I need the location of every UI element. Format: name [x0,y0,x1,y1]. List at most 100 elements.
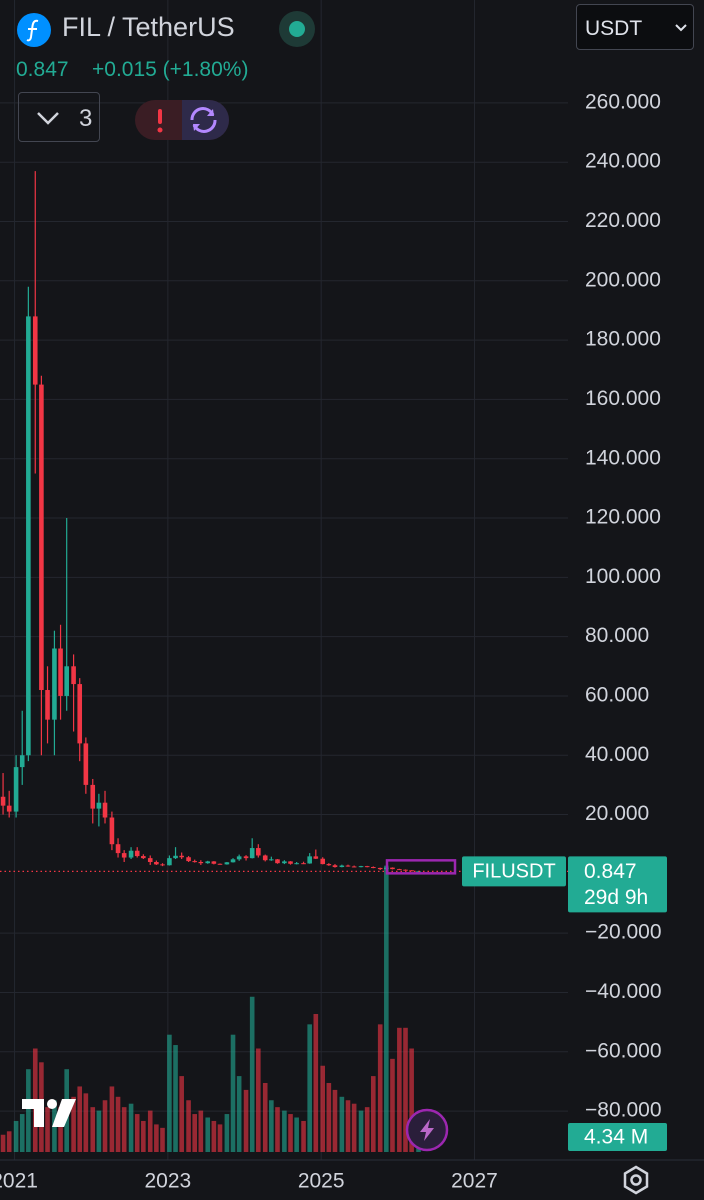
volume-bar [186,1100,191,1152]
candle-body [249,848,255,859]
y-tick-label: 60.000 [585,683,649,706]
candle-body [262,855,268,861]
volume-bar [115,1096,121,1152]
x-tick-label: 2021 [0,1170,38,1193]
candle-body [307,856,312,864]
volume-label-bg [568,1123,667,1152]
candle-body [345,865,351,867]
volume-bar [6,1131,12,1152]
price-axis-bg [568,0,704,1160]
volume-bar [364,1107,370,1152]
candle-body [121,853,127,858]
candle-body [13,767,19,812]
volume-bar [236,1076,242,1152]
volume-bar [345,1100,351,1152]
y-tick-label: 120.000 [585,506,661,529]
volume-bar [282,1110,287,1152]
candle-body [160,864,165,866]
candle-body [397,869,402,871]
price-label: 0.847 [584,860,637,883]
volume-bar [384,865,389,1152]
candle-body [77,684,83,744]
price-change: +0.015 (+1.80%) [92,58,249,81]
candle-body [64,666,69,696]
settings-button[interactable] [620,1164,652,1196]
candle-body [288,861,293,864]
candle-body [173,855,178,859]
candle-body [102,802,108,818]
volume-bar [160,1127,165,1152]
volume-bar [102,1100,108,1152]
symbol-label-bg [462,856,566,887]
candle-body [0,796,6,806]
candle-body [332,865,338,868]
volume-bar [403,1027,408,1152]
x-tick-label: 2023 [145,1170,192,1193]
y-tick-label: 140.000 [585,446,661,469]
x-tick-label: 2025 [298,1170,345,1193]
candle-body [390,867,395,870]
y-tick-label: −20.000 [585,921,662,944]
candle-body [39,384,44,691]
volume-bar [211,1120,217,1152]
volume-bar [243,1089,249,1152]
volume-bar [96,1110,102,1152]
symbol-label: FILUSDT [472,861,555,883]
candle-body [339,865,345,868]
candle-body [71,666,76,685]
candle-body [58,648,63,696]
volume-bar [397,1027,402,1152]
tradingview-logo[interactable] [20,1095,84,1131]
volume-bar [109,1086,115,1152]
volume-bar [134,1114,140,1152]
price-label-bg [568,856,667,913]
lightning-button[interactable] [405,1108,449,1152]
volume-bar [409,1048,414,1152]
candle-body [90,784,96,809]
candle-body [167,858,172,866]
volume-bar [326,1083,332,1152]
volume-bar [77,1086,83,1152]
candle-body [211,861,217,864]
candle-body [403,869,408,871]
candle-body [269,859,274,861]
candle-body [147,858,153,862]
volume-bar [230,1034,236,1152]
candle-body [313,856,319,859]
candle-body [154,861,159,865]
candle-body [243,856,249,859]
status-pill[interactable] [135,100,229,140]
market-status[interactable] [278,10,316,48]
volume-bar [58,1107,63,1152]
candle-body [179,855,184,858]
volume-bar [351,1103,357,1152]
candle-body [45,690,50,720]
candle-body [134,850,140,857]
x-tick-label: 2027 [451,1170,498,1193]
volume-bar [262,1083,268,1152]
volume-bar [147,1110,153,1152]
candle-body [224,862,230,865]
volume-bar [121,1107,127,1152]
volume-bar [269,1100,274,1152]
currency-select[interactable]: USDT [576,4,694,50]
candle-body [26,316,31,756]
candle-body [409,870,414,872]
volume-bar [377,1024,383,1152]
candle-body [6,805,12,812]
volume-bar [71,1096,76,1152]
candle-body [236,856,242,860]
candle-body [192,861,197,863]
volume-bar [13,1120,19,1152]
volume-bar [179,1076,184,1152]
y-tick-label: 40.000 [585,743,649,766]
candle-body [198,861,204,864]
currency: USDT [585,17,643,40]
indicators-toggle[interactable]: 3 [18,92,100,142]
volume-bar [0,1134,6,1152]
candle-body [96,802,102,809]
symbol-title[interactable]: FIL / TetherUS [62,12,235,42]
volume-bar [339,1096,345,1152]
